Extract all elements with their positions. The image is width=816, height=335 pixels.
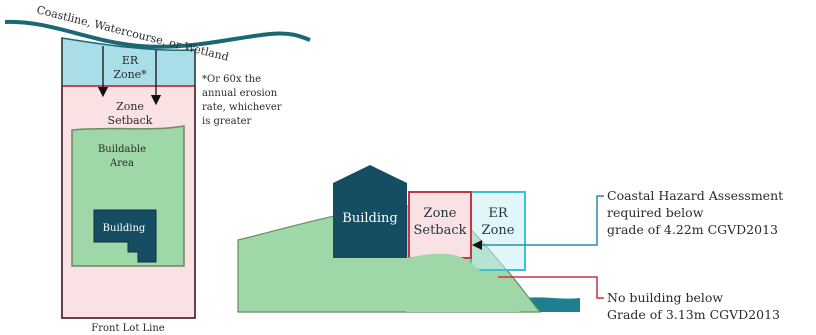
plan-lot-frame: [61, 38, 196, 319]
plan-building: [93, 209, 157, 263]
section-water: [525, 297, 580, 312]
section-hazard-text-2: required below: [607, 205, 704, 220]
section-er-zone-label-2: Zone: [482, 223, 515, 238]
section-er-zone-label-1: ER: [488, 206, 508, 221]
plan-footnote-2: annual erosion: [202, 88, 278, 99]
section-zone-setback-label-1: Zone: [424, 206, 457, 221]
section-hazard-text-3: grade of 4.22m CGVD2013: [607, 222, 778, 237]
section-hazard-arrowhead: [472, 240, 482, 250]
plan-footnote-1: *Or 60x the: [202, 74, 261, 85]
section-ground-cover: [406, 253, 520, 312]
section-hazard-leader: [478, 195, 604, 246]
section-building-label: Building: [342, 211, 397, 226]
section-zone-setback-label-2: Setback: [413, 223, 466, 238]
plan-buildable-label-1: Buildable: [98, 144, 146, 155]
plan-zone-setback-label-1: Zone: [116, 100, 144, 113]
section-hazard-text-1: Coastal Hazard Assessment: [607, 188, 783, 203]
section-nobuild-text-2: Grade of 3.13m CGVD2013: [607, 307, 780, 322]
section-view: Building Zone Setback ER Zone Coastal Ha…: [237, 165, 783, 322]
plan-footnote-4: is greater: [202, 116, 252, 127]
plan-footnote-3: rate, whichever: [202, 102, 282, 113]
section-er-zone: [470, 191, 526, 271]
plan-er-zone-label-1: ER: [122, 54, 139, 67]
plan-er-zone-label-2: Zone*: [113, 68, 147, 81]
section-zone-setback: [408, 191, 472, 259]
section-building: [333, 165, 407, 258]
plan-front-lot-line: Front Lot Line: [91, 323, 165, 334]
plan-buildable-label-2: Area: [109, 158, 134, 169]
plan-zone-setback-label-2: Setback: [108, 114, 153, 127]
plan-shoreline: [4, 19, 311, 49]
section-nobuild-text-1: No building below: [607, 290, 723, 305]
section-nobuild-leader: [498, 276, 604, 299]
plan-building-label: Building: [103, 223, 146, 234]
